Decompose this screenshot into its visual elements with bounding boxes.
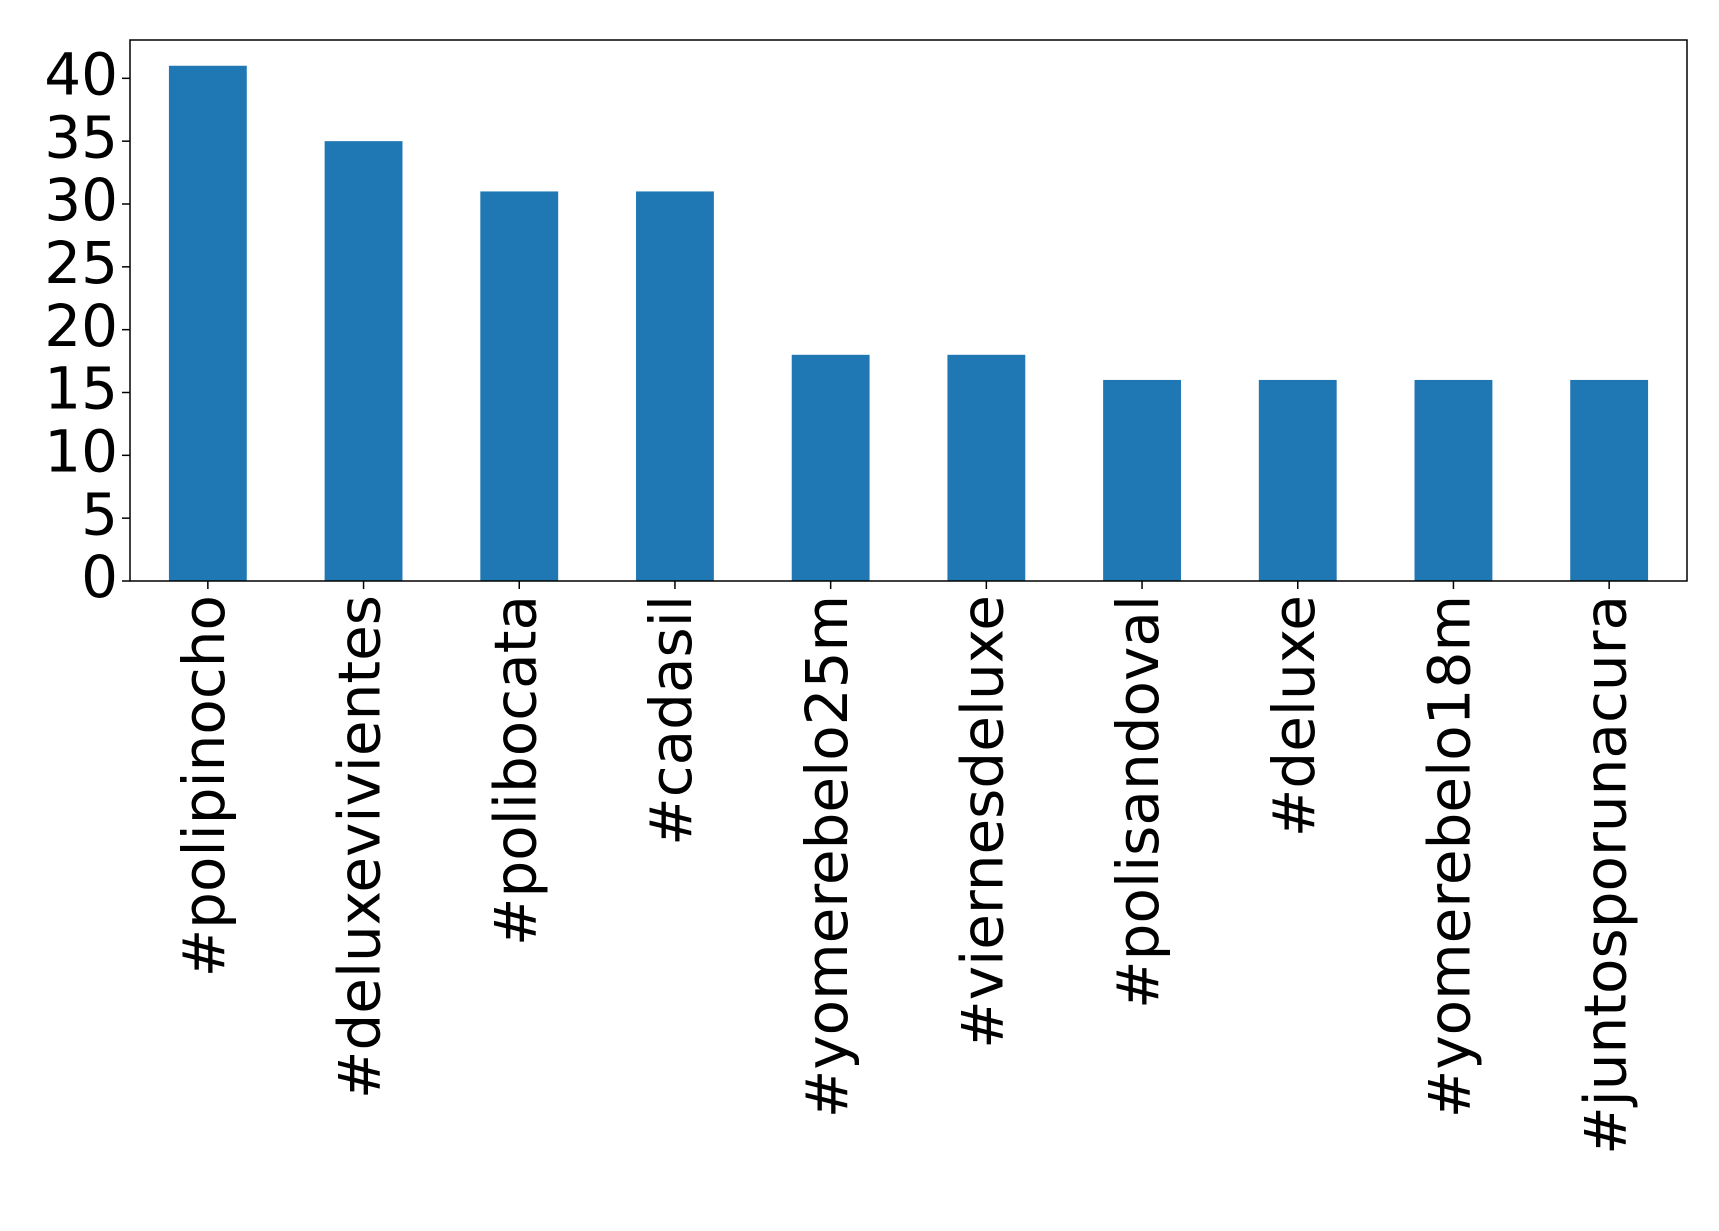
y-tick-label: 0 <box>81 543 118 611</box>
y-tick-label: 35 <box>44 103 118 171</box>
bar <box>480 191 559 581</box>
y-tick-label: 25 <box>44 229 118 297</box>
y-tick-label: 10 <box>44 417 118 485</box>
bar <box>324 141 403 581</box>
x-tick-label: #cadasil <box>637 595 705 846</box>
x-tick-label: #viernesdeluxe <box>948 595 1016 1049</box>
bar <box>636 191 714 581</box>
x-tick-label: #polisandoval <box>1104 595 1172 1009</box>
y-tick-label: 40 <box>44 40 118 108</box>
bar <box>1414 379 1493 581</box>
bar <box>1258 379 1337 581</box>
x-tick-label: #polipinocho <box>170 595 238 977</box>
y-tick-label: 15 <box>44 355 118 423</box>
y-tick-label: 30 <box>44 166 118 234</box>
x-tick-label: #yomerebelo25m <box>793 595 861 1118</box>
x-tick-label: #polibocata <box>481 595 549 946</box>
bar <box>947 354 1026 581</box>
x-tick-label: #deluxe <box>1260 595 1328 837</box>
x-tick-label: #juntosporunacura <box>1571 595 1639 1155</box>
y-tick-label: 5 <box>81 480 118 548</box>
bar <box>168 65 247 581</box>
bar <box>791 354 870 581</box>
y-tick-label: 20 <box>44 292 118 360</box>
x-tick-label: #deluxevivientes <box>326 595 394 1099</box>
bar <box>1570 379 1649 581</box>
plot-frame <box>129 39 1688 582</box>
bar <box>1103 379 1181 581</box>
x-tick-label: #yomerebelo18m <box>1416 595 1484 1118</box>
